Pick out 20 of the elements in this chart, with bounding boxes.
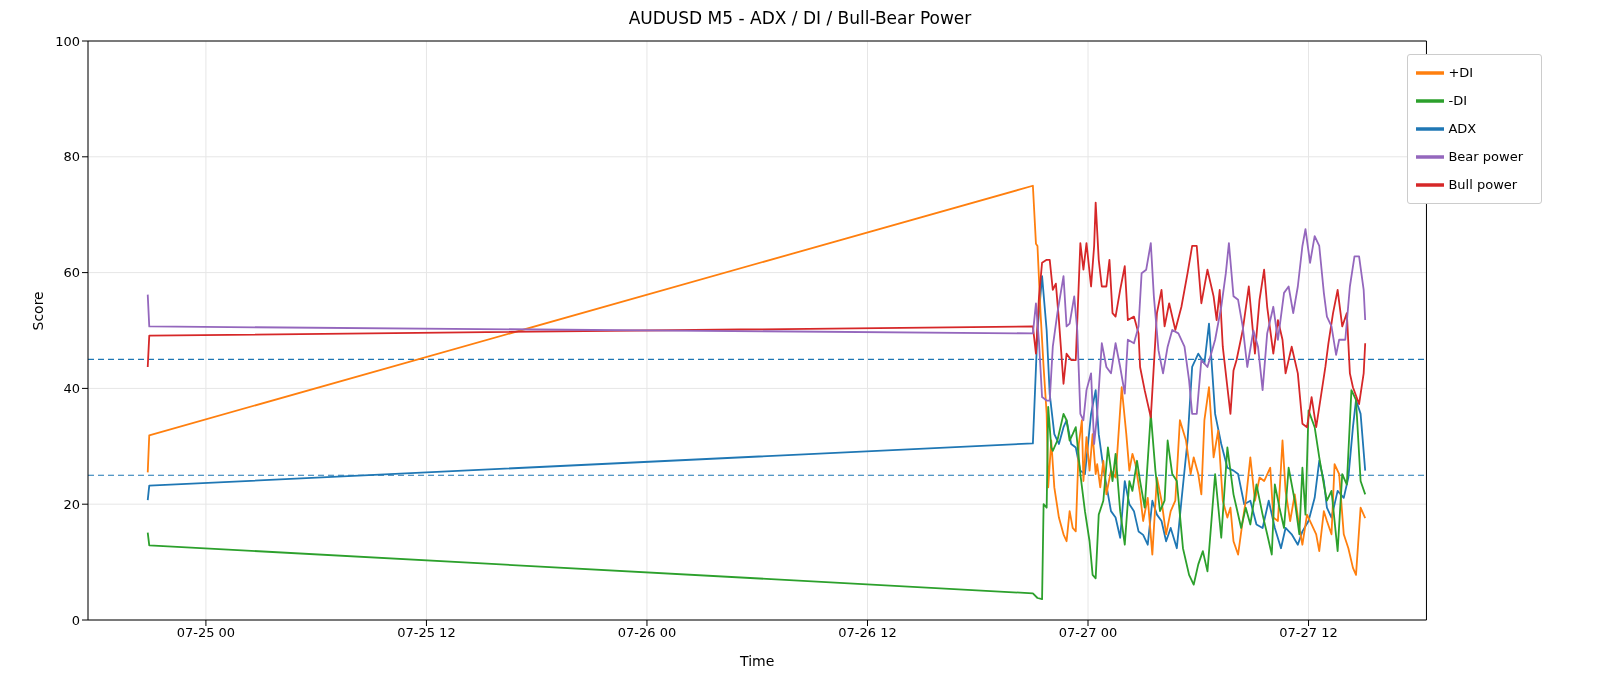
x-axis-title: Time (739, 653, 775, 669)
x-tick-label: 07-27 12 (1279, 625, 1338, 641)
y-tick-label: 100 (55, 33, 80, 49)
legend-label: Bear power (1448, 148, 1523, 164)
legend-label: Bull power (1448, 176, 1518, 192)
x-tick-label: 07-27 00 (1058, 625, 1118, 641)
x-tick-label: 07-26 12 (838, 625, 897, 641)
legend-label: ADX (1448, 120, 1477, 136)
legend-label: -DI (1448, 92, 1467, 108)
legend-label: +DI (1448, 64, 1474, 80)
y-tick-label: 60 (63, 265, 80, 281)
x-tick-label: 07-26 00 (617, 625, 677, 641)
y-tick-label: 80 (63, 149, 80, 165)
chart-title: AUDUSD M5 - ADX / DI / Bull-Bear Power (627, 8, 973, 30)
x-tick-label: 07-25 12 (397, 625, 456, 641)
x-tick-label: 07-25 00 (176, 625, 236, 641)
y-tick-label: 40 (63, 381, 80, 397)
y-axis-title: Score (29, 291, 46, 331)
y-tick-label: 0 (71, 612, 80, 628)
y-tick-label: 20 (63, 496, 80, 512)
